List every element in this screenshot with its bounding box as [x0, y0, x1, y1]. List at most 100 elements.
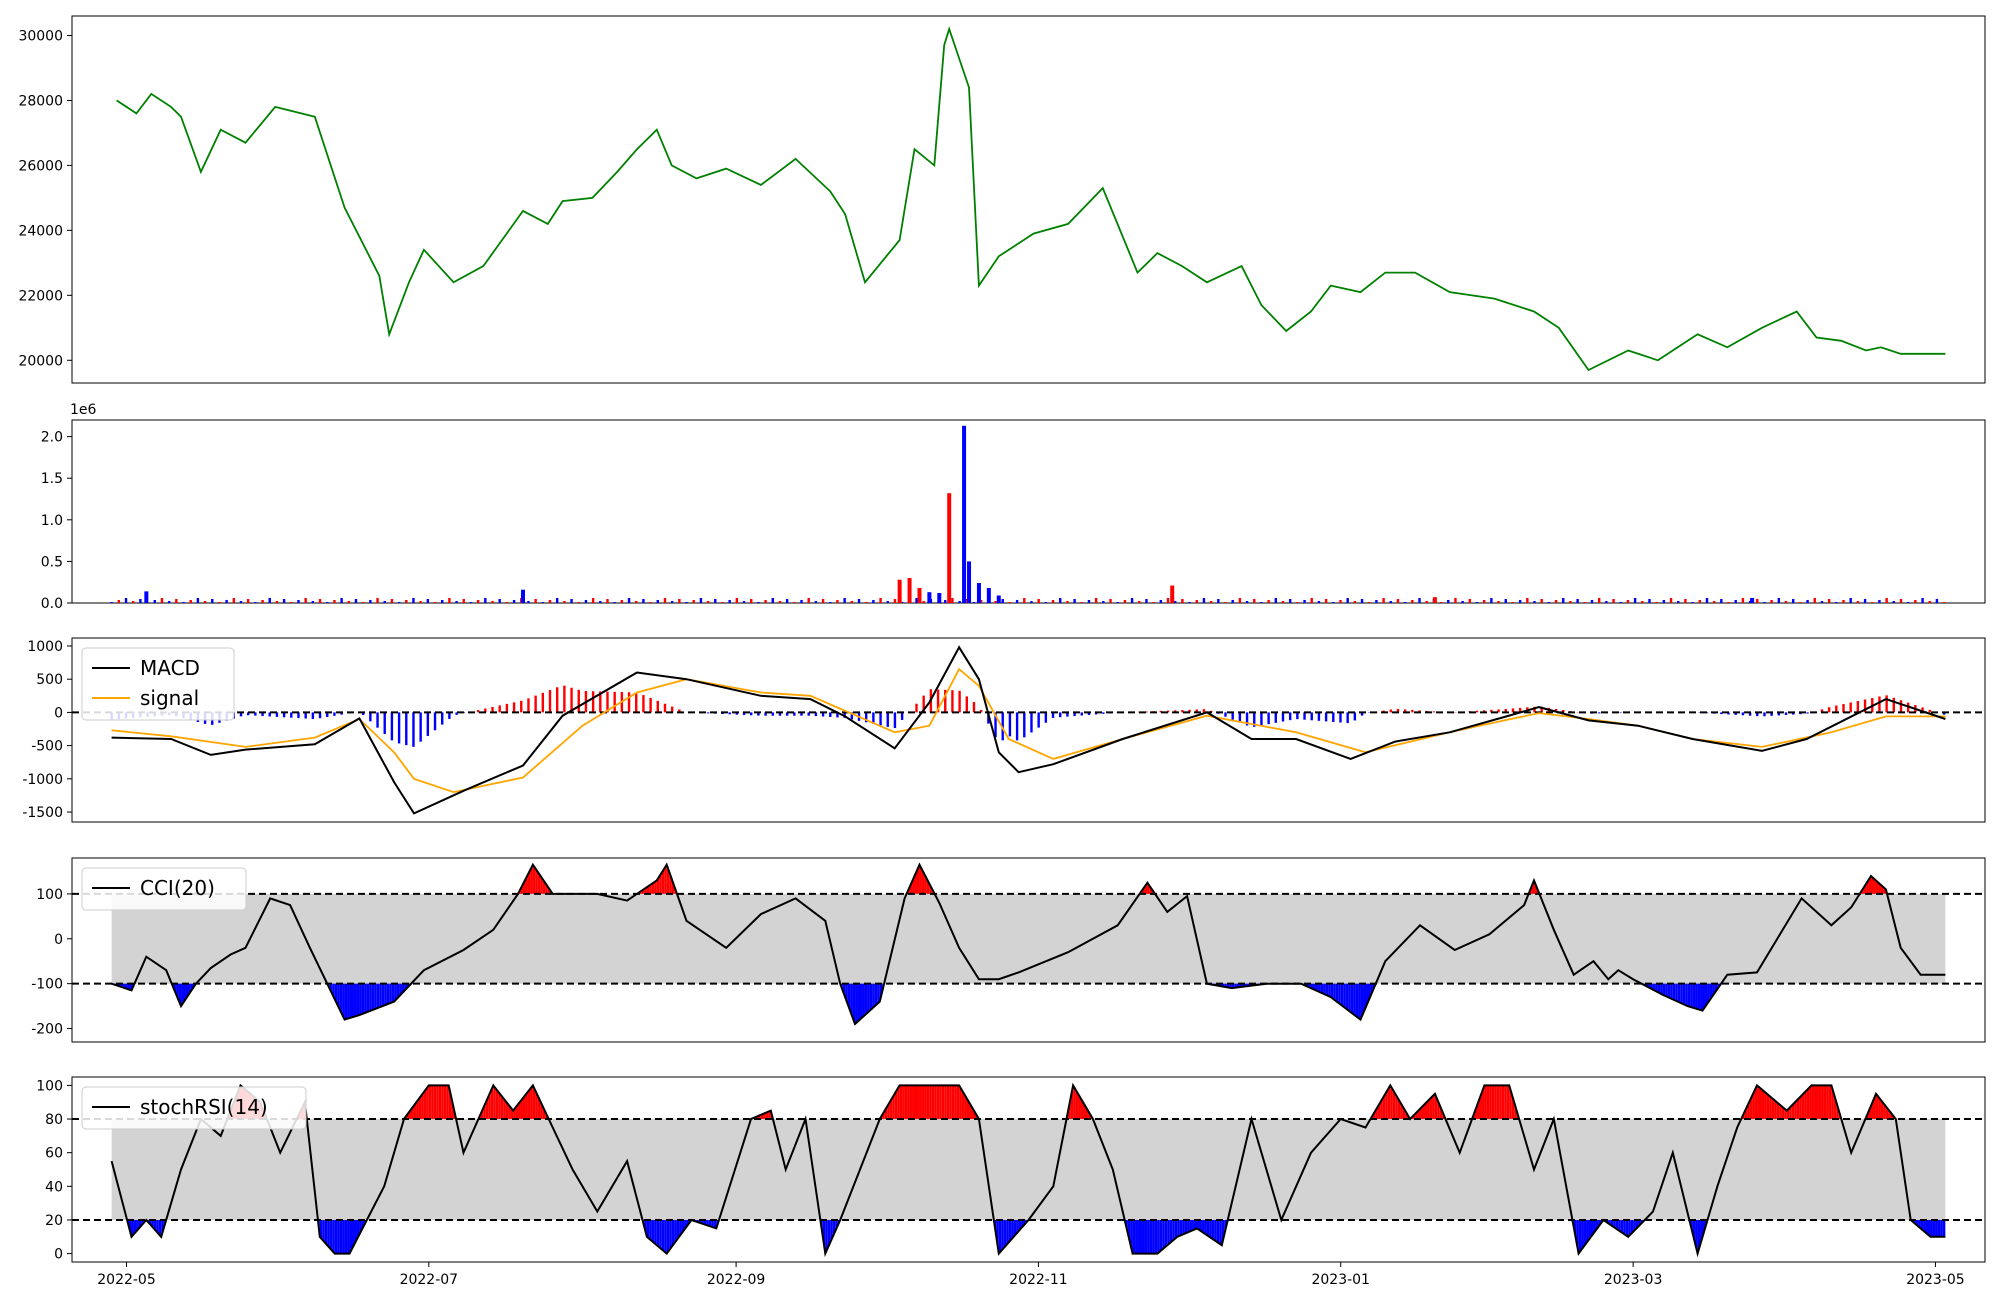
macd-legend-label: MACD	[140, 656, 200, 680]
volume-bar	[1224, 602, 1226, 603]
volume-bar	[139, 599, 141, 603]
stochrsi-over-fill	[917, 1085, 919, 1119]
stochrsi-over-fill	[1819, 1085, 1821, 1119]
volume-bar	[1605, 601, 1607, 603]
stochrsi-under-fill	[340, 1220, 342, 1254]
x-tick-label: 2023-05	[1906, 1272, 1965, 1288]
stochrsi-over-fill	[1492, 1085, 1494, 1119]
volume-bar	[1770, 600, 1772, 603]
volume-bar	[728, 600, 730, 603]
volume-bar	[1174, 601, 1176, 603]
volume-bar	[772, 598, 774, 603]
volume-bar	[1929, 601, 1931, 603]
stochrsi-over-fill	[1769, 1096, 1771, 1119]
stochrsi-under-fill	[1180, 1220, 1182, 1236]
cci-under-fill	[350, 984, 352, 1018]
stochrsi-over-fill	[1507, 1085, 1509, 1119]
volume-bar	[872, 600, 874, 603]
macd-histogram-bar	[1354, 712, 1356, 720]
cci-under-fill	[347, 984, 349, 1019]
volume-bar	[1620, 602, 1622, 603]
cci-under-fill	[357, 984, 359, 1016]
volume-bar	[977, 583, 981, 603]
volume-bar	[1390, 601, 1392, 603]
macd-histogram-bar	[966, 696, 968, 712]
macd-histogram-bar	[894, 712, 896, 728]
volume-bar	[1691, 602, 1693, 603]
macd-histogram-bar	[549, 690, 551, 712]
volume-bar	[1857, 601, 1859, 603]
stochrsi-over-fill	[924, 1085, 926, 1119]
volume-y-tick-label: 1.0	[41, 513, 63, 529]
volume-bar	[1318, 601, 1320, 603]
macd-histogram-bar	[398, 712, 400, 743]
stochrsi-over-fill	[496, 1089, 498, 1119]
volume-bar	[1361, 599, 1363, 603]
volume-bar	[197, 598, 199, 603]
stochrsi-over-fill	[1816, 1085, 1818, 1119]
macd-histogram-bar	[1849, 703, 1851, 713]
stochrsi-over-fill	[439, 1085, 441, 1119]
volume-bar	[1893, 601, 1895, 603]
stochrsi-y-tick-label: 40	[45, 1179, 63, 1195]
macd-histogram-bar	[1828, 707, 1830, 712]
volume-bar	[1907, 602, 1909, 603]
volume-y-tick-label: 0.0	[41, 596, 63, 612]
macd-histogram-bar	[506, 704, 508, 713]
macd-histogram-bar	[412, 712, 414, 746]
stochrsi-over-fill	[530, 1085, 532, 1119]
volume-y-tick-label: 2.0	[41, 430, 63, 446]
volume-bar	[1052, 600, 1054, 603]
volume-y-tick-label: 0.5	[41, 554, 63, 570]
volume-bar	[1562, 598, 1564, 603]
stochrsi-over-fill	[905, 1085, 907, 1119]
stochrsi-over-fill	[1821, 1085, 1823, 1119]
macd-histogram-bar	[1742, 712, 1744, 715]
macd-histogram-bar	[1282, 712, 1284, 721]
volume-bar	[1275, 598, 1277, 603]
x-tick-label: 2022-11	[1009, 1272, 1068, 1288]
volume-bar	[204, 601, 206, 603]
volume-bar	[362, 602, 364, 603]
stochrsi-over-fill	[1499, 1085, 1501, 1119]
volume-bar	[1720, 599, 1722, 603]
macd-histogram-bar	[958, 691, 960, 713]
volume-bar	[1835, 602, 1837, 603]
volume-bar	[1785, 601, 1787, 603]
volume-bar	[1196, 600, 1198, 603]
volume-bar	[1727, 602, 1729, 603]
volume-bar	[1778, 598, 1780, 603]
volume-bar	[549, 600, 551, 603]
volume-bar	[707, 601, 709, 603]
macd-histogram-bar	[613, 692, 615, 713]
macd-histogram-bar	[1857, 701, 1859, 712]
cci-under-fill	[1700, 984, 1702, 1011]
macd-histogram-bar	[376, 712, 378, 727]
volume-bar	[1368, 602, 1370, 603]
volume-bar	[506, 602, 508, 603]
macd-histogram-bar	[556, 687, 558, 712]
macd-panel	[72, 638, 1985, 822]
macd-histogram-bar	[1102, 712, 1104, 713]
stochrsi-over-fill	[944, 1085, 946, 1119]
volume-bar	[297, 600, 299, 603]
stochrsi-over-fill	[444, 1085, 446, 1119]
volume-bar	[1921, 598, 1923, 603]
volume-bar	[927, 592, 931, 603]
cci-under-fill	[1351, 984, 1353, 1014]
cci-under-fill	[1688, 984, 1690, 1007]
signal-line	[112, 669, 1946, 792]
stochrsi-under-fill	[1157, 1220, 1159, 1254]
stochrsi-over-fill	[900, 1085, 902, 1119]
volume-bar	[1418, 598, 1420, 603]
volume-bar	[808, 598, 810, 603]
stochrsi-under-fill	[1209, 1220, 1211, 1239]
volume-bar	[1073, 599, 1075, 603]
cci-under-fill	[858, 984, 860, 1022]
cci-under-fill	[384, 984, 386, 1006]
macd-histogram-bar	[1289, 712, 1291, 720]
macd-histogram-bar	[750, 712, 752, 715]
volume-bar	[391, 599, 393, 603]
cci-under-fill	[389, 984, 391, 1004]
volume-bar	[592, 598, 594, 603]
